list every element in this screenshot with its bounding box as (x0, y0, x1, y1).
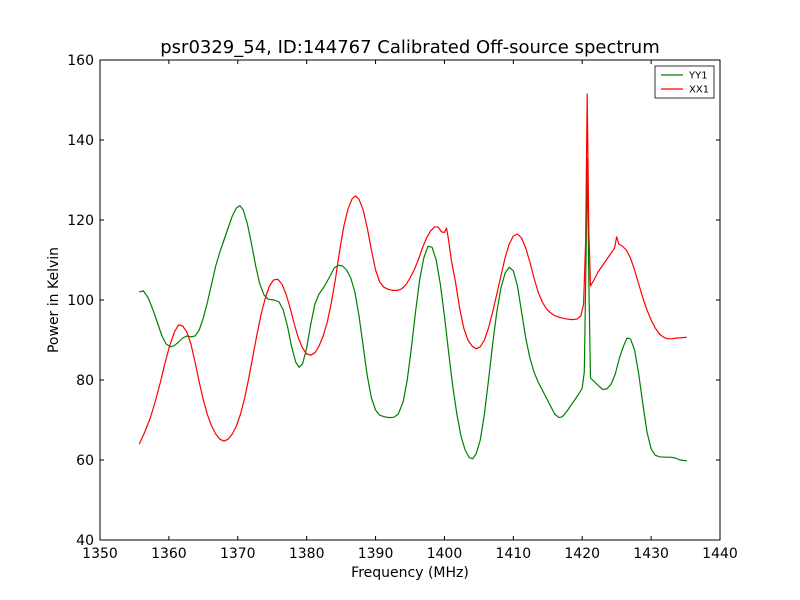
y-tick-label: 120 (67, 213, 94, 229)
x-tick-label: 1410 (496, 546, 532, 562)
y-tick-label: 80 (76, 373, 94, 389)
x-tick-label: 1440 (702, 546, 738, 562)
x-axis-label: Frequency (MHz) (351, 565, 469, 581)
series-line-yy1 (139, 157, 687, 462)
y-tick-label: 140 (67, 133, 94, 149)
x-tick-label: 1360 (151, 546, 187, 562)
x-tick-label: 1390 (358, 546, 394, 562)
plot-area: 1350 1360 1370 1380 1390 1400 1410 1420 1430 1440… (67, 53, 738, 562)
chart-title: psr0329_54, ID:144767 Calibrated Off-sou… (160, 37, 660, 58)
x-tick-label: 1350 (82, 546, 118, 562)
series-line-xx1 (138, 93, 687, 445)
x-tick-label: 1420 (564, 546, 600, 562)
y-tick-label: 60 (76, 453, 94, 469)
x-tick-label: 1380 (289, 546, 325, 562)
x-tick-label: 1400 (427, 546, 463, 562)
legend-box (654, 65, 715, 99)
y-axis-label: Power in Kelvin (46, 247, 62, 353)
x-tick-label: 1370 (220, 546, 256, 562)
legend-label-yy1: YY1 (688, 71, 708, 82)
y-tick-label: 160 (67, 53, 94, 69)
legend-label-xx1: XX1 (689, 85, 709, 96)
x-tick-label: 1430 (633, 546, 669, 562)
y-tick-label: 100 (67, 293, 94, 309)
y-tick-label: 40 (76, 533, 94, 549)
